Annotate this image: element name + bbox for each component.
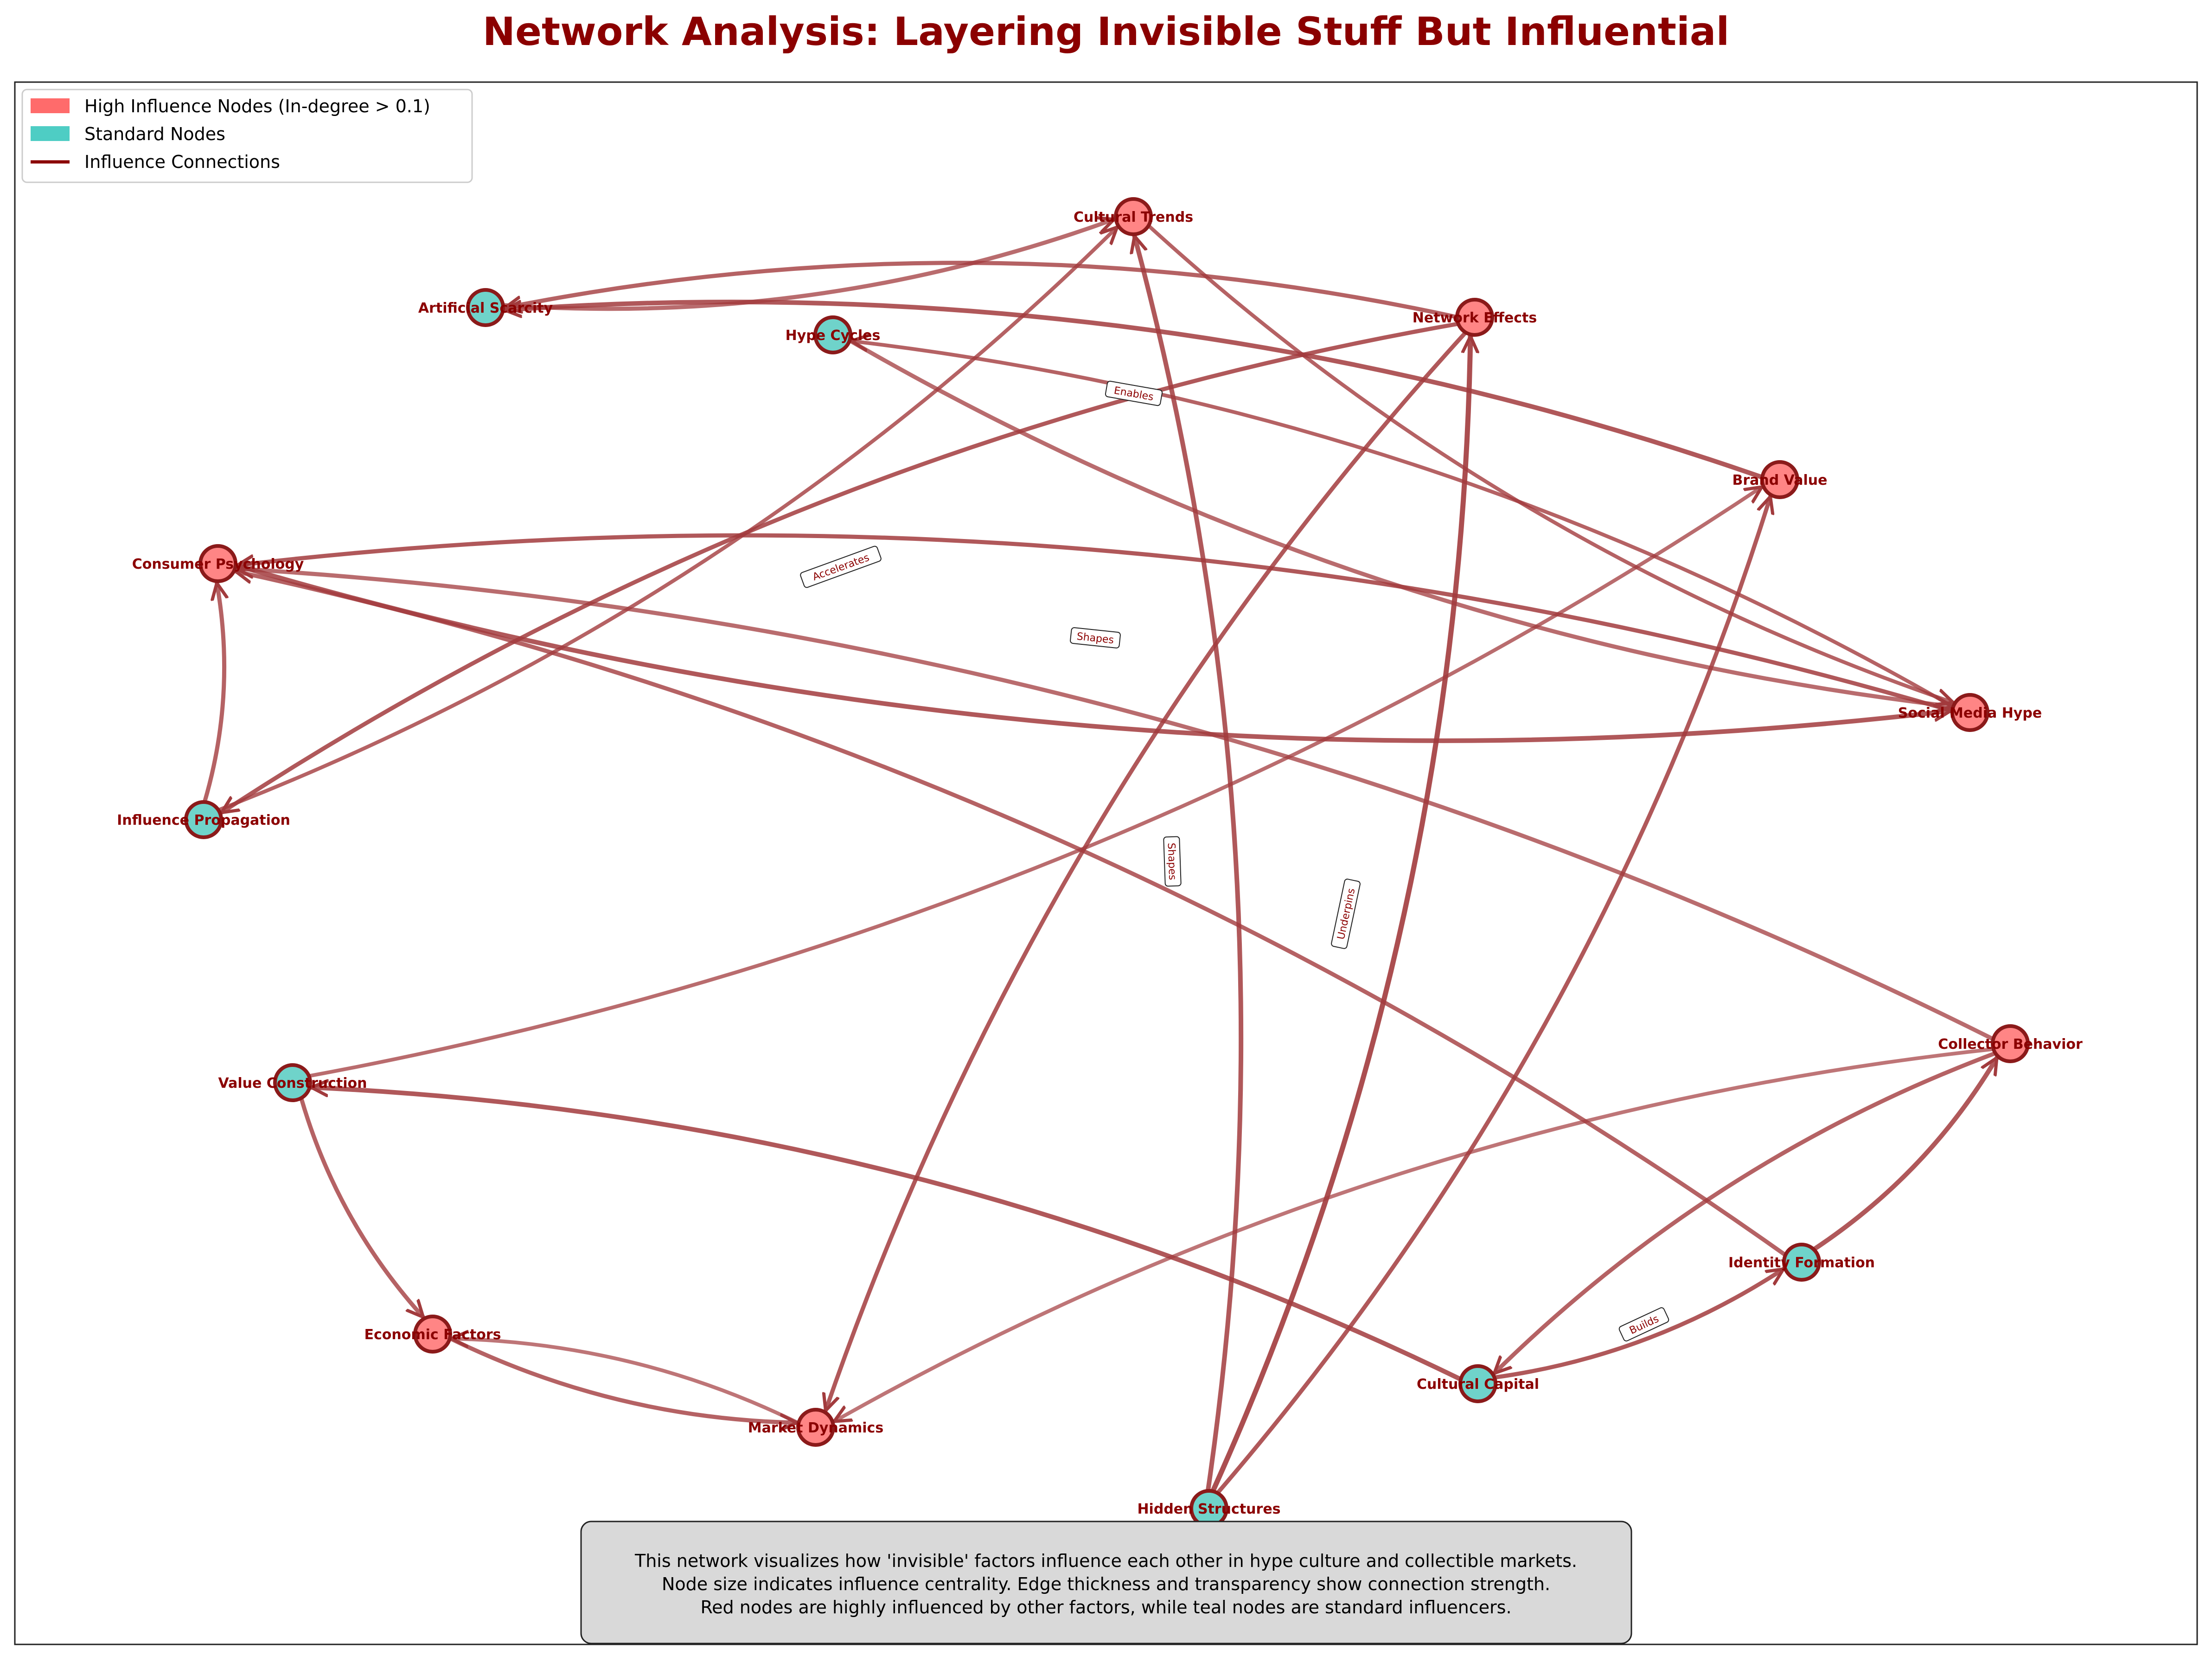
edge-label-builds: Builds — [1618, 1307, 1669, 1341]
legend-box — [21, 89, 473, 183]
node-label: Identity Formation — [1728, 1255, 1875, 1271]
node-cultural-trends: Cultural Trends — [1074, 197, 1193, 236]
edge-label-box — [1331, 879, 1361, 949]
edge-brand-value-to-artificial-scarcity — [502, 300, 1765, 480]
edge-collector-behavior-to-consumer-psychology — [235, 569, 1995, 1041]
edge-network-effects-to-influence-propagation — [219, 321, 1461, 815]
edge-consumer-psychology-to-social-media-hype — [233, 563, 1953, 743]
edge-identity-formation-to-consumer-psychology — [233, 571, 1788, 1258]
edge-value-construction-to-brand-value — [307, 485, 1764, 1078]
edge-artificial-scarcity-to-cultural-trends — [501, 219, 1116, 311]
edge-label-text: Shapes — [1165, 842, 1178, 880]
edge-hidden-structures-to-brand-value — [1215, 494, 1770, 1496]
edge-label-shapes: Shapes — [1070, 627, 1121, 648]
node-label: Influence Propagation — [117, 812, 290, 828]
edge-influence-propagation-to-consumer-psychology — [202, 581, 224, 804]
node-economic-factors: Economic Factors — [364, 1315, 501, 1354]
node-label: Hype Cycles — [786, 327, 881, 344]
node-circle — [184, 800, 223, 839]
edge-network-effects-to-artificial-scarcity — [503, 261, 1459, 320]
edge-identity-formation-to-collector-behavior — [1811, 1055, 1999, 1252]
node-circle — [1458, 1364, 1497, 1403]
edge-value-construction-to-economic-factors — [299, 1096, 426, 1319]
node-label: Market Dynamics — [748, 1420, 883, 1436]
node-circle — [1782, 1243, 1821, 1282]
node-label: Cultural Capital — [1417, 1376, 1539, 1393]
node-identity-formation: Identity Formation — [1728, 1243, 1875, 1282]
node-label: Network Effects — [1413, 310, 1537, 326]
edge-label-box — [1070, 627, 1121, 648]
node-circle — [1455, 298, 1494, 337]
legend-swatch-standard — [31, 126, 70, 141]
node-circle — [273, 1063, 312, 1102]
node-circle — [796, 1408, 835, 1447]
plot-frame — [14, 81, 2198, 1645]
edges-layer — [202, 219, 1999, 1496]
edge-label-box — [1105, 380, 1163, 406]
note-line-3: Red nodes are highly influenced by other… — [700, 1597, 1511, 1617]
node-circle — [466, 288, 505, 327]
legend-label-standard: Standard Nodes — [84, 124, 225, 144]
note-line-2: Node size indicates influence centrality… — [662, 1574, 1550, 1594]
node-cultural-capital: Cultural Capital — [1417, 1364, 1539, 1403]
edge-hidden-structures-to-network-effects — [1210, 334, 1470, 1494]
legend: High Influence Nodes (In-degree > 0.1) S… — [21, 89, 473, 183]
node-label: Consumer Psychology — [132, 556, 304, 572]
node-circle — [1950, 693, 1989, 732]
edge-network-effects-to-market-dynamics — [825, 330, 1468, 1413]
note-line-1: This network visualizes how 'invisible' … — [634, 1551, 1577, 1571]
node-label: Social Media Hype — [1898, 705, 2042, 721]
node-circle — [1760, 460, 1799, 499]
chart-title: Network Analysis: Layering Invisible Stu… — [482, 9, 1730, 54]
node-circle — [198, 544, 237, 583]
node-label: Artificial Scarcity — [418, 300, 553, 316]
node-artificial-scarcity: Artificial Scarcity — [418, 288, 553, 327]
node-network-effects: Network Effects — [1413, 298, 1537, 337]
edge-hype-cycles-to-social-media-hype — [847, 338, 1954, 706]
node-market-dynamics: Market Dynamics — [748, 1408, 883, 1447]
node-circle — [1991, 1024, 2030, 1063]
edge-hidden-structures-to-cultural-trends — [1135, 233, 1244, 1494]
node-consumer-psychology: Consumer Psychology — [132, 544, 304, 583]
note-box — [580, 1521, 1632, 1644]
edge-influence-propagation-to-cultural-trends — [216, 225, 1119, 812]
edge-social-media-hype-to-consumer-psychology — [235, 533, 1955, 713]
node-label: Hidden Structures — [1137, 1501, 1280, 1517]
edge-label-underpins: Underpins — [1331, 879, 1361, 949]
node-collector-behavior: Collector Behavior — [1938, 1024, 2083, 1063]
edge-label-shapes: Shapes — [1163, 836, 1182, 887]
node-influence-propagation: Influence Propagation — [117, 800, 290, 839]
edge-collector-behavior-to-market-dynamics — [832, 1047, 1995, 1424]
edge-cultural-capital-to-identity-formation — [1492, 1267, 1786, 1380]
edge-economic-factors-to-market-dynamics — [448, 1336, 799, 1423]
node-label: Economic Factors — [364, 1327, 501, 1343]
edge-social-media-hype-to-hype-cycles — [849, 341, 1955, 709]
edge-label-box — [800, 546, 882, 588]
node-circle — [413, 1315, 452, 1354]
edge-market-dynamics-to-economic-factors — [449, 1339, 801, 1425]
node-hype-cycles: Hype Cycles — [786, 315, 881, 354]
node-label: Brand Value — [1733, 472, 1828, 488]
node-label: Value Construction — [218, 1075, 367, 1091]
node-circle — [1114, 197, 1153, 236]
edge-label-box — [1618, 1307, 1669, 1341]
node-label: Collector Behavior — [1938, 1036, 2083, 1053]
legend-label-connections: Influence Connections — [84, 152, 280, 172]
node-label: Cultural Trends — [1074, 209, 1193, 225]
node-circle — [813, 315, 852, 354]
node-brand-value: Brand Value — [1733, 460, 1828, 499]
node-hidden-structures: Hidden Structures — [1137, 1489, 1281, 1528]
legend-swatch-high — [31, 98, 70, 113]
legend-label-high: High Influence Nodes (In-degree > 0.1) — [84, 96, 430, 116]
edge-label-accelerates: Accelerates — [800, 546, 882, 588]
edge-collector-behavior-to-cultural-capital — [1492, 1051, 1998, 1375]
node-value-construction: Value Construction — [218, 1063, 367, 1102]
nodes-layer: Cultural Trends Artificial Scarcity Networ… — [117, 197, 2083, 1528]
node-social-media-hype: Social Media Hype — [1898, 693, 2042, 732]
note-box-group: This network visualizes how 'invisible' … — [580, 1521, 1632, 1644]
edge-label-box — [1163, 836, 1182, 887]
